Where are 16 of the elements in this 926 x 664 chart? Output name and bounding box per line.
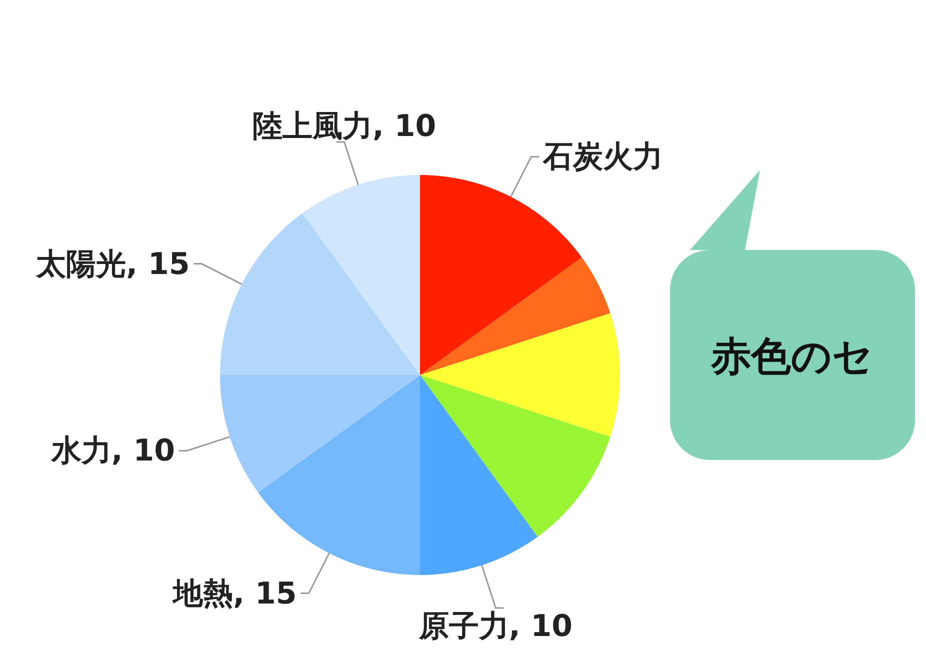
slice-label: 水力, 10 bbox=[50, 434, 175, 469]
pie-slice bbox=[302, 175, 420, 375]
pie-slice bbox=[420, 257, 610, 375]
slice-label: 地熱, 15 bbox=[171, 576, 297, 612]
slice-label: 太陽光, 15 bbox=[35, 246, 190, 282]
pie-slice bbox=[220, 213, 420, 375]
pie-slice bbox=[420, 175, 582, 375]
slice-label: 原子力, 10 bbox=[418, 609, 573, 644]
slice-label: 陸上風力, 10 bbox=[252, 108, 436, 144]
pie-slice bbox=[420, 375, 538, 575]
pie-slice bbox=[420, 313, 620, 437]
pie-slice bbox=[258, 375, 420, 575]
slice-label: 石炭火力 bbox=[542, 140, 664, 175]
pie-slice bbox=[420, 375, 610, 537]
text: 赤色のセ bbox=[710, 334, 873, 380]
pie-slice bbox=[220, 375, 420, 493]
